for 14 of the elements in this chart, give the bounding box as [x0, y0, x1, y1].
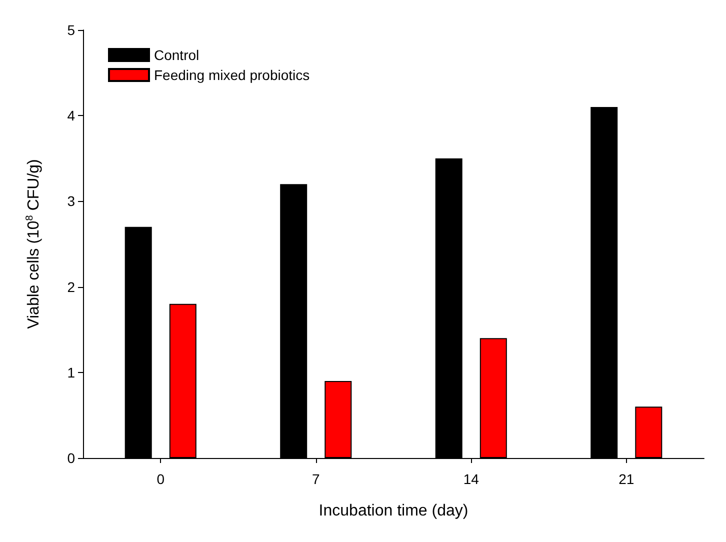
x-tick-label: 7 — [312, 471, 320, 487]
y-tick-label: 1 — [67, 364, 76, 380]
x-tick-label: 21 — [618, 471, 634, 487]
x-tick-label: 14 — [463, 471, 480, 487]
y-axis-title: Viable cells (108 CFU/g) — [24, 159, 42, 329]
x-tick-label: 0 — [156, 471, 165, 487]
y-tick-label: 4 — [67, 108, 76, 124]
y-tick-label: 2 — [67, 278, 76, 295]
x-axis-title: Incubation time (day) — [318, 502, 468, 520]
y-tick-label: 5 — [67, 22, 76, 38]
y-tick-label: 3 — [67, 193, 76, 210]
legend-label: Control — [154, 47, 200, 63]
legend-label: Feeding mixed probiotics — [154, 67, 310, 83]
y-tick-label: 0 — [67, 450, 76, 466]
